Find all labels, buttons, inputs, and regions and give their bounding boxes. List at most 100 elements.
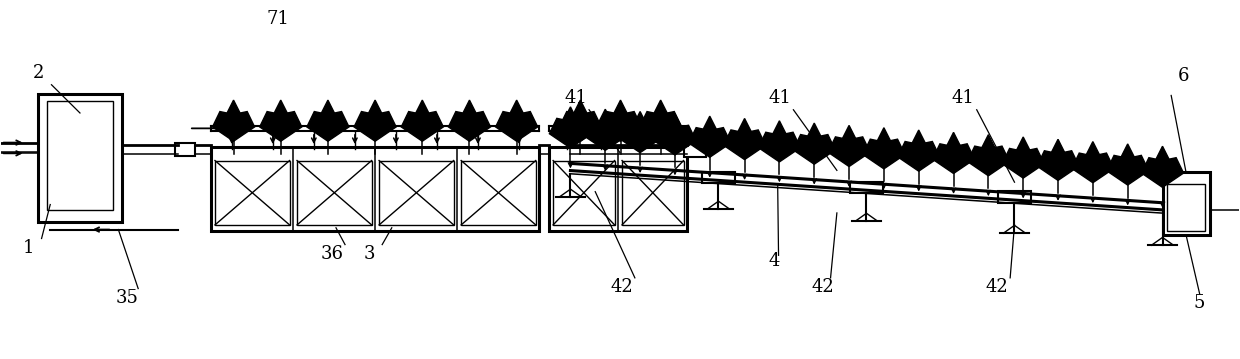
Polygon shape [675,125,696,155]
Polygon shape [863,139,884,169]
Bar [461,160,536,225]
Polygon shape [223,100,243,120]
Text: 35: 35 [115,289,139,307]
Polygon shape [709,127,730,157]
Polygon shape [212,112,233,141]
Bar [211,147,539,231]
Polygon shape [759,132,780,162]
Polygon shape [306,112,327,141]
Polygon shape [570,118,591,148]
Polygon shape [954,144,975,173]
Polygon shape [978,135,998,154]
Bar [1168,184,1204,230]
Polygon shape [270,100,290,120]
Polygon shape [651,100,671,120]
Polygon shape [1163,158,1183,187]
Polygon shape [507,100,527,120]
Polygon shape [1002,148,1023,178]
Polygon shape [661,112,682,141]
Polygon shape [570,100,590,120]
Bar [379,160,454,225]
Text: 6: 6 [1177,67,1189,85]
Bar [683,141,706,157]
Polygon shape [402,112,423,141]
Bar [549,147,687,231]
Polygon shape [1071,153,1092,183]
Polygon shape [1023,148,1044,178]
Polygon shape [259,112,280,141]
Polygon shape [1127,155,1148,185]
Text: 5: 5 [1193,294,1205,312]
Polygon shape [653,125,675,155]
Polygon shape [665,114,684,134]
Polygon shape [1106,155,1127,185]
Polygon shape [1153,146,1173,166]
Polygon shape [517,112,538,141]
Text: 42: 42 [986,278,1008,296]
Bar [298,160,372,225]
Polygon shape [884,139,905,169]
Polygon shape [620,112,641,141]
Bar [998,191,1030,203]
Polygon shape [967,146,988,176]
Polygon shape [630,112,650,131]
Text: 4: 4 [769,252,780,270]
Polygon shape [1142,158,1163,187]
Polygon shape [327,112,348,141]
Polygon shape [460,100,480,120]
Bar [622,160,683,225]
Polygon shape [874,128,894,148]
Polygon shape [828,137,849,167]
Text: 2: 2 [33,64,45,81]
Text: 41: 41 [952,89,975,107]
Bar [553,160,615,225]
Polygon shape [744,130,765,160]
Polygon shape [599,112,620,141]
Text: 1: 1 [24,239,35,257]
Polygon shape [449,112,470,141]
Polygon shape [640,112,661,141]
Text: 71: 71 [267,10,290,28]
Bar [38,94,122,223]
Polygon shape [723,130,744,160]
Polygon shape [944,132,963,152]
Polygon shape [1117,144,1137,164]
Bar [47,101,113,210]
Polygon shape [932,144,954,173]
Polygon shape [1048,139,1068,159]
Polygon shape [770,121,790,140]
Polygon shape [919,141,940,171]
Polygon shape [496,112,517,141]
Polygon shape [423,112,444,141]
Bar [1163,172,1209,235]
Bar [215,160,290,225]
Polygon shape [549,118,570,148]
Text: 41: 41 [564,89,587,107]
Polygon shape [1092,153,1114,183]
Polygon shape [1037,151,1058,181]
Polygon shape [470,112,491,141]
Text: 36: 36 [320,245,343,263]
Polygon shape [794,135,815,164]
Polygon shape [640,123,661,153]
Polygon shape [355,112,376,141]
Polygon shape [1058,151,1079,181]
Polygon shape [559,112,580,141]
Polygon shape [595,109,615,129]
Polygon shape [699,116,719,136]
Polygon shape [688,127,709,157]
Polygon shape [366,100,384,120]
Polygon shape [619,123,640,153]
Bar [851,182,883,193]
Polygon shape [1083,141,1102,161]
Polygon shape [580,112,601,141]
Polygon shape [805,123,825,143]
Polygon shape [839,125,859,145]
Text: 42: 42 [812,278,835,296]
Polygon shape [780,132,801,162]
Bar [702,172,734,183]
Polygon shape [909,130,929,150]
Text: 42: 42 [610,278,632,296]
Polygon shape [605,121,626,150]
Polygon shape [560,107,580,127]
